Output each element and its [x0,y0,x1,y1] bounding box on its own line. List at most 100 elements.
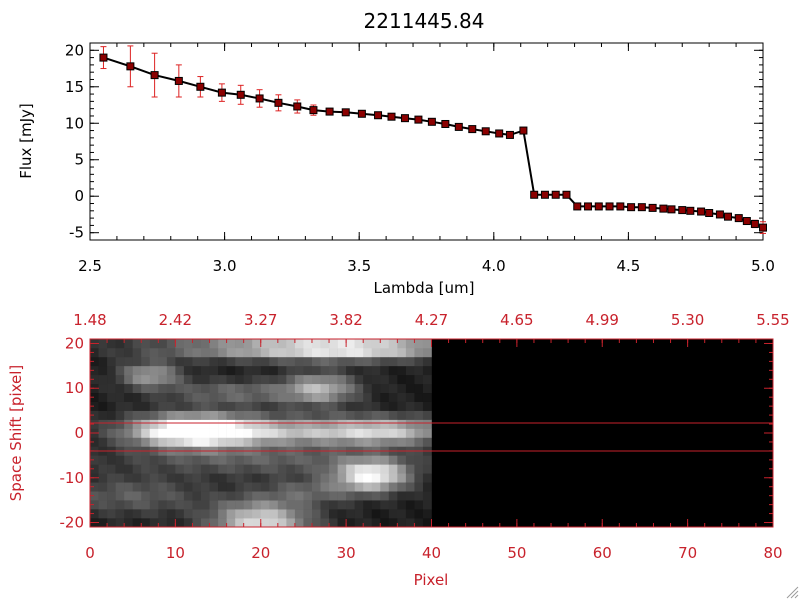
image-pixel [252,347,262,358]
image-pixel [388,347,398,358]
image-pixel [363,482,373,492]
image-pixel [303,437,313,447]
image-pixel [363,473,373,483]
image-pixel [124,500,133,510]
image-pixel [124,491,133,501]
image-pixel [192,365,202,376]
image-pixel [346,339,355,349]
image-pixel [132,518,142,528]
image-pixel [200,437,210,447]
image-pixel [371,464,381,474]
image-pixel [166,491,176,501]
data-point [468,125,477,134]
image-pixel [218,419,227,429]
image-pixel [149,392,159,402]
image-pixel [218,491,227,501]
image-pixel [260,410,270,420]
image-pixel [286,347,296,358]
image-pixel [286,509,296,519]
image-pixel [371,365,381,376]
image-pixel [124,347,133,358]
image-pixel [252,392,262,402]
image-pixel [158,500,168,510]
image-pixel [320,437,330,447]
image-pixel [311,365,321,376]
image-pixel [124,383,133,394]
image-pixel [277,410,287,420]
image-pixel [115,339,125,349]
image-pixel [414,392,424,402]
image-pixel [107,410,116,420]
image-pixel [260,482,270,492]
image-pixel [192,347,202,358]
image-pixel [260,419,270,429]
image-pixel [329,419,338,429]
image-pixel [175,455,185,465]
image-pixel [354,491,364,501]
image-pixel [166,428,176,438]
image-pixel [320,509,330,519]
image-pixel [235,437,244,447]
image-pixel [115,500,125,510]
image-pixel [294,374,304,385]
image-pixel [200,500,210,510]
image-pixel [209,410,219,420]
image-pixel [320,410,330,420]
image-pixel [243,491,253,501]
image-pixel [218,473,227,483]
image-pixel [115,383,125,394]
image-pixel [414,347,424,358]
image-pixel [354,437,364,447]
image-pixel [226,392,236,402]
image-pixel [422,356,432,367]
image-pixel [226,473,236,483]
image-pixel [329,500,338,510]
image-pixel [311,428,321,438]
image-pixel [303,419,313,429]
image-pixel [183,482,193,492]
image-pixel [149,482,159,492]
image-pixel [141,356,151,367]
image-pixel [107,374,116,385]
image-pixel [354,410,364,420]
image-pixel [90,464,99,474]
resize-grip-icon [786,586,799,599]
image-pixel [397,374,407,385]
image-pixel [209,401,219,411]
image-pixel [252,428,262,438]
image-pixel [209,500,219,510]
image-pixel [405,509,415,519]
image-pixel [371,392,381,402]
image-pixel [235,383,244,394]
image-pixel [303,410,313,420]
image-pixel [200,455,210,465]
image-pixel [405,419,415,429]
image-pixel [90,482,99,492]
image-pixel [226,500,236,510]
data-point [616,202,625,211]
image-pixel [149,419,159,429]
image-pixel [226,482,236,492]
image-pixel [252,365,262,376]
image-pixel [311,455,321,465]
image-pixel [260,464,270,474]
image-pixel [337,392,347,402]
image-pixel [243,518,253,528]
image-pixel [414,491,424,501]
image-pixel [107,347,116,358]
image-pixel [260,437,270,447]
image-pixel [422,500,432,510]
image-pixel [209,356,219,367]
data-point [274,98,283,107]
image-pixel [303,473,313,483]
image-pixel [175,356,185,367]
image-pixel [269,392,279,402]
image-pixel [158,473,168,483]
image-pixel [363,347,373,358]
image-pixel [107,482,116,492]
image-pixel [277,437,287,447]
image-pixel [149,339,159,349]
data-point [705,209,714,218]
image-pixel [380,365,390,376]
